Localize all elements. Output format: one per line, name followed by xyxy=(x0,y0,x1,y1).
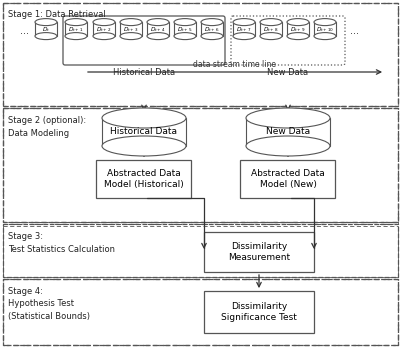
Ellipse shape xyxy=(200,19,223,26)
Bar xyxy=(203,232,313,272)
Text: Stage 1: Data Retrieval: Stage 1: Data Retrieval xyxy=(8,10,105,19)
Bar xyxy=(200,22,223,36)
Text: New Data: New Data xyxy=(267,68,308,77)
Bar xyxy=(102,118,186,146)
Ellipse shape xyxy=(35,33,57,40)
Ellipse shape xyxy=(313,19,335,26)
Bar xyxy=(147,22,168,36)
Text: $D_{t}$: $D_{t}$ xyxy=(42,25,50,34)
Bar xyxy=(3,3,397,106)
Text: data stream time line: data stream time line xyxy=(193,60,276,69)
Bar xyxy=(35,22,57,36)
Ellipse shape xyxy=(102,108,186,128)
Text: Historical Data: Historical Data xyxy=(110,127,177,136)
Bar xyxy=(3,224,397,277)
Bar xyxy=(259,22,281,36)
Ellipse shape xyxy=(147,33,168,40)
Ellipse shape xyxy=(174,19,196,26)
Bar xyxy=(3,222,397,277)
Bar xyxy=(245,118,329,146)
Ellipse shape xyxy=(286,19,308,26)
Bar xyxy=(3,108,397,222)
Text: $D_{t+6}$: $D_{t+6}$ xyxy=(204,25,219,34)
Text: $D_{t+10}$: $D_{t+10}$ xyxy=(315,25,333,34)
Text: Stage 4:
Hypothesis Test
(Statistical Bounds): Stage 4: Hypothesis Test (Statistical Bo… xyxy=(8,287,90,321)
Ellipse shape xyxy=(245,136,329,156)
Bar xyxy=(286,22,308,36)
Ellipse shape xyxy=(259,19,281,26)
Text: $D_{t+9}$: $D_{t+9}$ xyxy=(290,25,305,34)
Text: ...: ... xyxy=(350,26,358,35)
Bar xyxy=(3,226,397,277)
Ellipse shape xyxy=(233,33,254,40)
Bar xyxy=(233,22,254,36)
Text: Historical Data: Historical Data xyxy=(113,68,174,77)
Ellipse shape xyxy=(93,19,115,26)
Text: $D_{t+2}$: $D_{t+2}$ xyxy=(96,25,111,34)
Bar xyxy=(3,279,397,345)
Bar xyxy=(240,160,335,198)
Text: New Data: New Data xyxy=(265,127,309,136)
Ellipse shape xyxy=(65,19,87,26)
Text: Stage 2 (optional):
Data Modeling: Stage 2 (optional): Data Modeling xyxy=(8,116,86,138)
Bar xyxy=(174,22,196,36)
Text: Abstracted Data
Model (New): Abstracted Data Model (New) xyxy=(251,169,324,189)
Ellipse shape xyxy=(120,19,142,26)
Ellipse shape xyxy=(259,33,281,40)
Ellipse shape xyxy=(35,19,57,26)
Text: $D_{t+8}$: $D_{t+8}$ xyxy=(263,25,278,34)
Ellipse shape xyxy=(286,33,308,40)
Text: Dissimilarity
Measurement: Dissimilarity Measurement xyxy=(227,241,290,262)
Ellipse shape xyxy=(120,33,142,40)
Text: $D_{t+5}$: $D_{t+5}$ xyxy=(177,25,192,34)
Ellipse shape xyxy=(174,33,196,40)
Bar xyxy=(3,3,397,106)
Bar xyxy=(313,22,335,36)
Text: $D_{t+1}$: $D_{t+1}$ xyxy=(68,25,83,34)
Ellipse shape xyxy=(102,136,186,156)
Bar xyxy=(3,279,397,345)
Ellipse shape xyxy=(65,33,87,40)
Ellipse shape xyxy=(245,108,329,128)
Text: $D_{t+3}$: $D_{t+3}$ xyxy=(123,25,138,34)
Ellipse shape xyxy=(233,19,254,26)
Text: ...: ... xyxy=(20,26,29,35)
Text: Dissimilarity
Significance Test: Dissimilarity Significance Test xyxy=(221,302,296,322)
Bar xyxy=(93,22,115,36)
Ellipse shape xyxy=(93,33,115,40)
Ellipse shape xyxy=(147,19,168,26)
Text: $D_{t+7}$: $D_{t+7}$ xyxy=(236,25,251,34)
Bar xyxy=(120,22,142,36)
Ellipse shape xyxy=(313,33,335,40)
Bar xyxy=(96,160,191,198)
Text: Abstracted Data
Model (Historical): Abstracted Data Model (Historical) xyxy=(104,169,183,189)
Text: $D_{t+4}$: $D_{t+4}$ xyxy=(150,25,165,34)
Bar xyxy=(3,222,397,224)
Text: Stage 3:
Test Statistics Calculation: Stage 3: Test Statistics Calculation xyxy=(8,232,115,253)
Bar xyxy=(3,108,397,222)
Ellipse shape xyxy=(200,33,223,40)
Bar xyxy=(65,22,87,36)
Bar xyxy=(203,291,313,333)
